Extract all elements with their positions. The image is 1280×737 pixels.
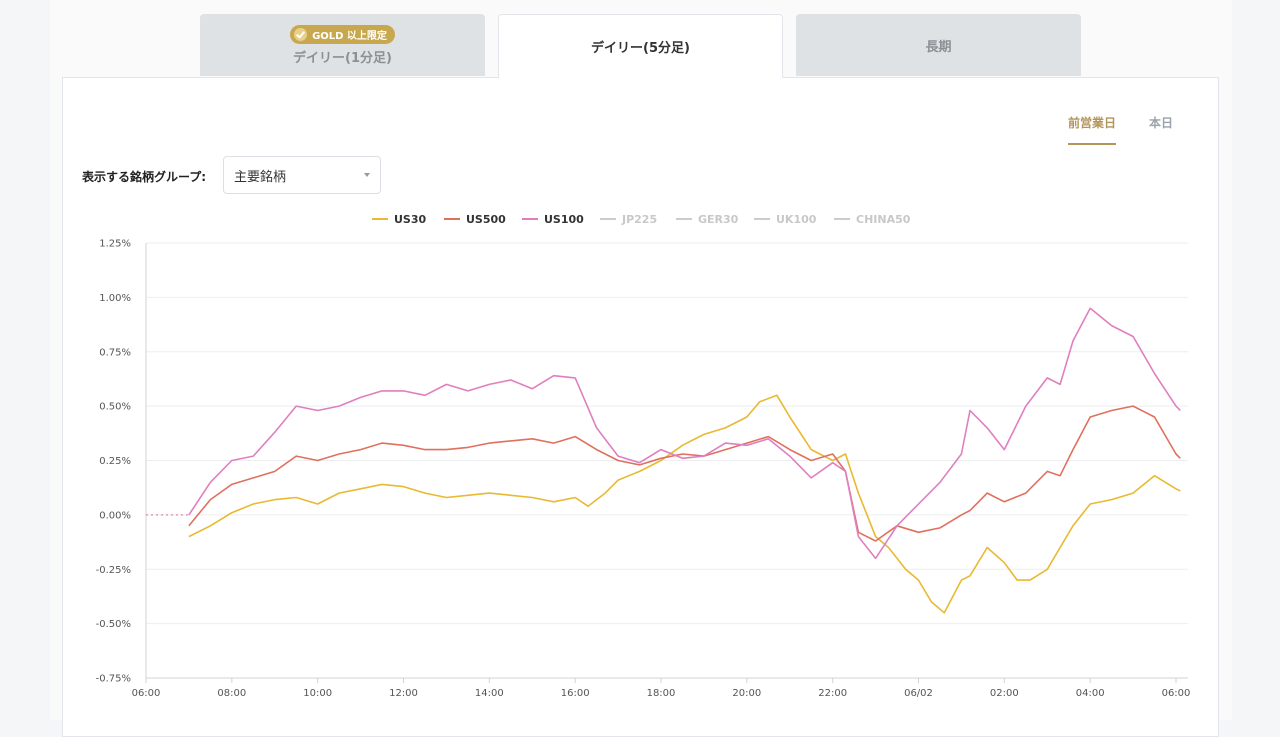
y-tick-label: 0.00%	[99, 510, 131, 521]
x-tick-label: 06:00	[132, 688, 161, 699]
group-select-value: 主要銘柄	[234, 169, 287, 185]
y-tick-label: 0.75%	[99, 347, 131, 358]
y-tick-label: 0.25%	[99, 456, 131, 467]
gold-badge: GOLD 以上限定	[290, 24, 395, 44]
y-tick-label: -0.25%	[96, 565, 131, 576]
tab-long-term[interactable]: 長期	[796, 14, 1081, 76]
legend-label: CHINA50	[856, 213, 911, 226]
x-tick-label: 06:00	[1162, 688, 1191, 699]
y-tick-label: 0.50%	[99, 402, 131, 413]
series-line-us30	[188, 394, 1181, 614]
group-label: 表示する銘柄グループ:	[82, 170, 207, 184]
legend-label: US30	[394, 213, 427, 226]
legend-item-us500[interactable]: US500	[444, 213, 506, 226]
x-tick-label: 16:00	[561, 688, 590, 699]
y-tick-label: -0.50%	[96, 619, 131, 630]
x-tick-label: 20:00	[732, 688, 761, 699]
chevron-down-icon	[364, 173, 370, 177]
x-tick-label: 12:00	[389, 688, 418, 699]
x-tick-label: 18:00	[647, 688, 676, 699]
y-tick-label: -0.75%	[96, 674, 131, 685]
period-prev-day[interactable]: 前営業日	[1068, 114, 1117, 145]
group-select[interactable]: 主要銘柄	[223, 156, 381, 194]
y-tick-label: 1.25%	[99, 239, 131, 250]
tab-daily-5min-label: デイリー(5分足)	[591, 41, 690, 56]
tab-long-term-label: 長期	[925, 39, 952, 55]
series-line-us100	[188, 307, 1181, 560]
x-tick-label: 02:00	[990, 688, 1019, 699]
x-tick-label: 08:00	[217, 688, 246, 699]
x-tick-label: 22:00	[818, 688, 847, 699]
legend-item-china50[interactable]: CHINA50	[834, 213, 911, 226]
x-tick-label: 06/02	[904, 688, 933, 699]
legend-item-uk100[interactable]: UK100	[754, 213, 817, 226]
legend-item-jp225[interactable]: JP225	[600, 213, 657, 226]
tab-daily-1min-label: デイリー(1分足)	[293, 50, 392, 66]
tab-daily-1min[interactable]: GOLD 以上限定 デイリー(1分足)	[200, 14, 485, 76]
legend-item-ger30[interactable]: GER30	[676, 213, 739, 226]
legend-item-us100[interactable]: US100	[522, 213, 584, 226]
x-tick-label: 10:00	[303, 688, 332, 699]
legend-label: GER30	[698, 213, 739, 226]
line-chart: 1.25% 1.00% 0.75% 0.50% 0.25% 0.00% -0.25% -0.5…	[96, 213, 1191, 699]
legend-label: UK100	[776, 213, 817, 226]
legend-label: US100	[544, 213, 584, 226]
gold-badge-label: GOLD 以上限定	[312, 30, 387, 42]
legend-item-us30[interactable]: US30	[372, 213, 427, 226]
legend-label: JP225	[621, 213, 657, 226]
x-tick-label: 04:00	[1076, 688, 1105, 699]
tab-daily-5min[interactable]: デイリー(5分足)	[498, 14, 783, 78]
gold-medal-icon	[294, 27, 308, 41]
y-tick-label: 1.00%	[99, 293, 131, 304]
period-today[interactable]: 本日	[1149, 116, 1174, 130]
x-tick-label: 14:00	[475, 688, 504, 699]
legend-label: US500	[466, 213, 506, 226]
series-line-us500	[188, 405, 1181, 542]
